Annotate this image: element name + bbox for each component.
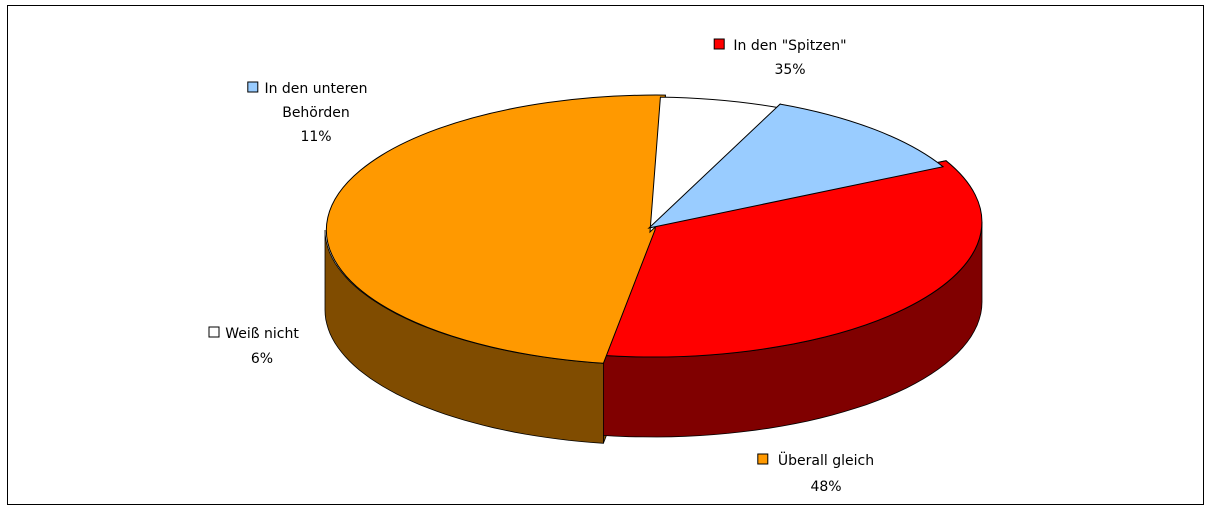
legend-swatch-2 [208, 326, 220, 338]
slice-value-label: 6% [251, 351, 273, 367]
slice-value-label: 11% [300, 129, 331, 145]
pie-slice-0 [599, 160, 983, 358]
slice-label-text: In den unteren [264, 81, 367, 97]
legend-swatch-0 [713, 38, 725, 50]
slice-label-text: In den "Spitzen" [733, 38, 846, 54]
slice-label-3: In den unteren Behörden 11% [247, 81, 368, 145]
slice-value-label: 48% [810, 479, 841, 495]
slice-label-2: Weiß nicht 6% [208, 326, 299, 367]
pie-slice-3 [647, 103, 945, 229]
pie-tops [325, 94, 983, 364]
slice-label-text: Überall gleich [778, 451, 874, 469]
legend-swatch-1 [757, 453, 769, 465]
slice-value-label: 35% [774, 62, 805, 78]
pie-slice-1 [325, 94, 666, 364]
slice-label-text: Behörden [282, 105, 350, 121]
slice-label-0: In den "Spitzen" 35% [713, 38, 847, 78]
slice-label-1: Überall gleich 48% [757, 451, 874, 495]
legend-swatch-3 [247, 81, 259, 93]
labels: In den "Spitzen" 35% Überall gleich 48% Weiß… [208, 38, 874, 495]
slice-label-text: Weiß nicht [225, 326, 299, 342]
